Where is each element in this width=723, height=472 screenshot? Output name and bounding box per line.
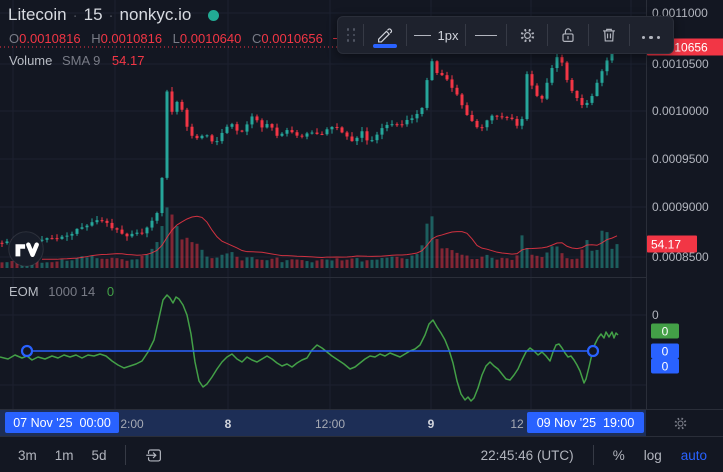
range-button-5d[interactable]: 5d xyxy=(91,447,107,463)
time-axis-tick: 12 xyxy=(510,416,524,431)
trendline-price-badge: 0 xyxy=(651,358,679,374)
range-button-3m[interactable]: 3m xyxy=(18,447,37,463)
toolbar-separator xyxy=(629,24,630,46)
eom-params: 1000 14 xyxy=(48,284,96,299)
more-options-button[interactable] xyxy=(631,19,671,51)
ellipsis-icon xyxy=(639,26,662,44)
volume-sma-badge: 54.17 xyxy=(647,235,697,253)
volume-legend[interactable]: Volume SMA 9 54.17 xyxy=(9,53,144,68)
line-width-label: 1px xyxy=(437,27,459,43)
toolbar-separator xyxy=(506,24,507,46)
trendline-price-badge: 0 xyxy=(651,343,679,359)
price-axis-tick: 0.0009500 xyxy=(652,152,709,166)
pane-divider[interactable] xyxy=(0,277,646,278)
drawing-toolbar: 1px xyxy=(337,16,674,54)
range-button-1m[interactable]: 1m xyxy=(54,447,74,463)
price-axis-tick: 0.0008500 xyxy=(652,250,709,264)
gear-icon xyxy=(520,28,534,42)
drag-dots-icon xyxy=(346,28,356,42)
toolbar-separator xyxy=(588,24,589,46)
range-end-badge[interactable]: 09 Nov '25 19:00 xyxy=(527,412,644,433)
percent-scale-button[interactable]: % xyxy=(612,447,625,463)
eom-indicator-pane[interactable] xyxy=(0,278,646,409)
active-color-bar xyxy=(373,44,397,48)
symbol-name[interactable]: Litecoin xyxy=(8,5,67,24)
calendar-goto-icon xyxy=(145,449,161,462)
close-label: C xyxy=(251,31,262,46)
toolbar-drag-handle[interactable] xyxy=(340,19,362,51)
eom-title[interactable]: EOM xyxy=(9,284,39,299)
low-label: L xyxy=(172,31,180,46)
delete-button[interactable] xyxy=(590,19,628,51)
bottom-toolbar: 3m 1m 5d 22:45:46 (UTC) % log auto xyxy=(0,436,723,472)
toolbar-separator xyxy=(363,24,364,46)
go-to-date-button[interactable] xyxy=(144,445,164,465)
eom-legend[interactable]: EOM 1000 14 0 xyxy=(9,284,114,299)
volume-sma-value: 54.17 xyxy=(111,53,145,68)
eom-value-badge: 0 xyxy=(651,323,679,339)
symbol-legend[interactable]: Litecoin · 15 · nonkyc.io xyxy=(8,5,220,25)
unlock-icon xyxy=(562,28,574,42)
price-axis-tick: 0.0010000 xyxy=(652,104,709,118)
volume-title[interactable]: Volume xyxy=(9,53,53,68)
trash-icon xyxy=(603,28,615,42)
eom-value: 0 xyxy=(106,284,115,299)
line-style-icon xyxy=(475,34,497,36)
interval-value[interactable]: 15 xyxy=(83,5,103,24)
price-axis-tick: 0.0009000 xyxy=(652,200,709,214)
market-status-dot[interactable] xyxy=(208,10,220,21)
time-axis-tick: 12:00 xyxy=(314,416,346,431)
volume-sma-label: SMA 9 xyxy=(62,53,101,68)
price-axis-tick: 0.0010500 xyxy=(652,57,709,71)
close-value: 0.0010656 xyxy=(261,31,323,46)
auto-scale-button[interactable]: auto xyxy=(680,447,707,463)
price-axis[interactable]: 0.0011000 0.0010500 0.0010000 0.0009500 0.00… xyxy=(646,0,723,436)
log-scale-button[interactable]: log xyxy=(643,447,662,463)
settings-button[interactable] xyxy=(508,19,546,51)
tradingview-logo-icon xyxy=(8,231,44,267)
time-axis[interactable]: 2:00 8 12:00 9 12 07 Nov '25 00:00 09 Nov '2… xyxy=(0,409,723,437)
divider xyxy=(592,445,594,465)
open-value: 0.0010816 xyxy=(19,31,81,46)
gear-icon xyxy=(674,417,687,430)
tradingview-watermark xyxy=(8,231,44,267)
lock-button[interactable] xyxy=(549,19,587,51)
drawing-color-button[interactable] xyxy=(365,19,405,51)
trendline-handle[interactable] xyxy=(586,344,600,358)
exchange-name[interactable]: nonkyc.io xyxy=(119,5,192,24)
high-value: 0.0010816 xyxy=(100,31,163,46)
line-width-button[interactable]: 1px xyxy=(408,19,464,51)
time-axis-tick: 8 xyxy=(224,416,232,431)
divider xyxy=(124,445,126,465)
time-axis-tick: 2:00 xyxy=(120,416,144,431)
line-style-button[interactable] xyxy=(467,19,505,51)
eom-chart xyxy=(0,278,646,409)
range-start-badge[interactable]: 07 Nov '25 00:00 xyxy=(5,412,119,433)
low-value: 0.0010640 xyxy=(179,31,242,46)
toolbar-separator xyxy=(465,24,466,46)
open-label: O xyxy=(9,31,20,46)
ohlc-legend: O0.0010816 H0.0010816 L0.0010640 C0.0010… xyxy=(9,31,347,46)
timezone-settings-button[interactable] xyxy=(671,414,690,433)
clock[interactable]: 22:45:46 (UTC) xyxy=(480,447,574,463)
pencil-icon xyxy=(378,28,393,43)
eom-axis-tick: 0 xyxy=(652,308,659,322)
toolbar-separator xyxy=(406,24,407,46)
time-axis-tick: 9 xyxy=(427,416,435,431)
line-width-preview-icon xyxy=(413,34,431,36)
toolbar-separator xyxy=(547,24,548,46)
trendline-handle[interactable] xyxy=(20,344,34,358)
high-label: H xyxy=(91,31,101,46)
